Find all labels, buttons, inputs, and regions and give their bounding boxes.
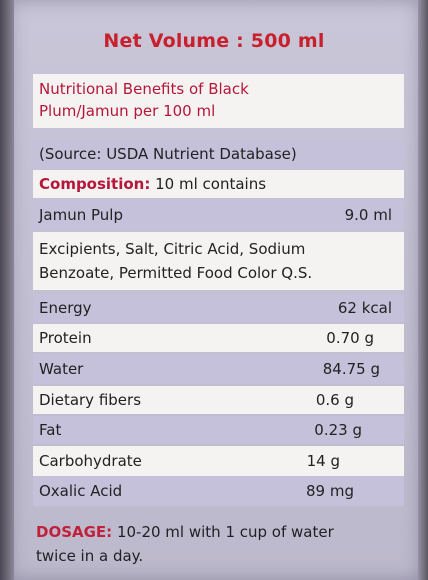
nutrient-name: Protein bbox=[39, 329, 92, 347]
nutrient-value: 62 kcal bbox=[337, 299, 392, 317]
box-edge-left bbox=[0, 0, 14, 580]
nutrient-value: 0.70 g bbox=[326, 329, 374, 347]
nutrient-row-carbohydrate: Carbohydrate 14 g bbox=[33, 446, 404, 476]
nutrient-name: Fat bbox=[39, 421, 62, 439]
nutrient-value: 0.6 g bbox=[315, 391, 354, 409]
excipients-line1: Excipients, Salt, Citric Acid, Sodium bbox=[39, 240, 306, 258]
nutrient-row-dietary-fibers: Dietary fibers 0.6 g bbox=[33, 386, 404, 414]
nutrient-name: Energy bbox=[39, 299, 92, 317]
nutrition-title-row: Nutritional Benefits of Black Plum/Jamun… bbox=[33, 74, 404, 128]
nutrient-row-oxalic-acid: Oxalic Acid 89 mg bbox=[33, 476, 404, 506]
jamun-pulp-name: Jamun Pulp bbox=[39, 206, 123, 224]
nutrient-name: Oxalic Acid bbox=[39, 482, 123, 500]
nutrient-value: 14 g bbox=[306, 452, 340, 470]
composition-label: Composition: bbox=[39, 175, 151, 193]
composition-text: 10 ml contains bbox=[155, 175, 267, 193]
dosage-text-line1: 10-20 ml with 1 cup of water bbox=[116, 523, 334, 541]
net-volume-text: Net Volume : 500 ml bbox=[103, 30, 325, 52]
nutrient-name: Water bbox=[39, 360, 84, 378]
nutrient-value: 89 mg bbox=[306, 482, 354, 500]
dosage-text-line2: twice in a day. bbox=[36, 547, 144, 565]
source-text: (Source: USDA Nutrient Database) bbox=[39, 145, 297, 163]
excipients-row: Excipients, Salt, Citric Acid, Sodium Be… bbox=[33, 232, 404, 290]
box-edge-right bbox=[418, 0, 428, 580]
nutrition-title-line2: Plum/Jamun per 100 ml bbox=[39, 102, 216, 120]
nutrient-name: Dietary fibers bbox=[39, 391, 142, 409]
nutrient-name: Carbohydrate bbox=[39, 452, 142, 470]
nutrient-row-protein: Protein 0.70 g bbox=[33, 324, 404, 352]
dosage-label: DOSAGE: bbox=[36, 523, 113, 541]
excipients-line2: Benzoate, Permitted Food Color Q.S. bbox=[39, 264, 313, 282]
nutrient-row-fat: Fat 0.23 g bbox=[33, 416, 404, 444]
dosage-block: DOSAGE: 10-20 ml with 1 cup of water twi… bbox=[36, 520, 406, 568]
jamun-pulp-value: 9.0 ml bbox=[344, 206, 392, 224]
jamun-pulp-row: Jamun Pulp 9.0 ml bbox=[33, 200, 404, 230]
nutrient-value: 0.23 g bbox=[314, 421, 362, 439]
nutrient-row-water: Water 84.75 g bbox=[33, 354, 404, 384]
nutrient-row-energy: Energy 62 kcal bbox=[33, 294, 404, 322]
composition-row: Composition: 10 ml contains bbox=[33, 170, 404, 198]
source-row: (Source: USDA Nutrient Database) bbox=[33, 140, 404, 168]
nutrient-value: 84.75 g bbox=[322, 360, 380, 378]
nutrition-title-line1: Nutritional Benefits of Black bbox=[39, 80, 249, 98]
